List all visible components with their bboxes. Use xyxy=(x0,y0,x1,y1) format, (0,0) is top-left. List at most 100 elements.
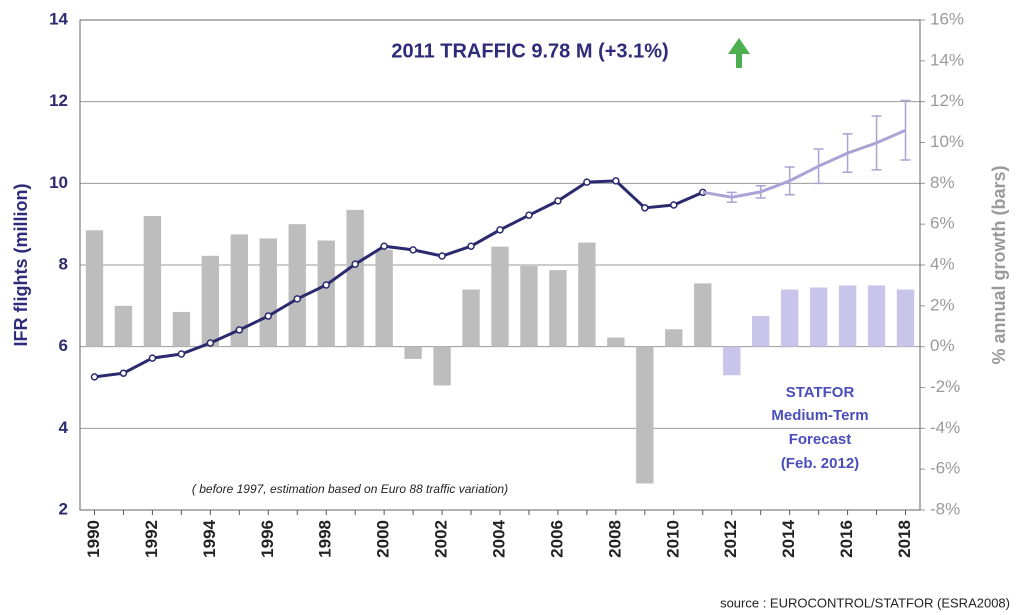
point xyxy=(409,246,417,254)
x-tick-label: 1998 xyxy=(316,520,335,558)
bar xyxy=(375,249,393,347)
point xyxy=(612,177,620,185)
x-tick-label: 1990 xyxy=(84,520,103,558)
bar xyxy=(114,305,133,347)
bar xyxy=(694,283,712,347)
y2-tick-label: -4% xyxy=(930,418,960,437)
bar xyxy=(636,346,654,484)
bar xyxy=(433,346,451,386)
bar xyxy=(867,285,886,347)
y2-tick-label: 4% xyxy=(930,254,955,273)
bar xyxy=(723,346,741,376)
point xyxy=(380,242,388,250)
y2-tick-label: 14% xyxy=(930,50,964,69)
y-tick-label: 14 xyxy=(49,9,68,28)
forecast-note: STATFOR xyxy=(786,384,855,401)
bar xyxy=(491,246,509,347)
bar xyxy=(896,289,915,347)
point xyxy=(554,197,562,205)
plot-border xyxy=(79,19,921,511)
point xyxy=(90,373,99,381)
bar xyxy=(201,255,220,347)
bar xyxy=(317,240,335,347)
bar xyxy=(288,224,306,347)
y2-axis-label: % annual growth (bars) xyxy=(989,165,1009,364)
y2-tick-label: 6% xyxy=(930,214,955,233)
bar xyxy=(578,242,596,347)
x-tick-label: 2004 xyxy=(489,519,508,557)
point xyxy=(206,339,215,347)
bar xyxy=(230,234,248,347)
line xyxy=(94,179,704,379)
bar xyxy=(607,337,625,347)
y-tick-label: 4 xyxy=(59,418,69,437)
y2-tick-label: -2% xyxy=(930,377,960,396)
point xyxy=(641,204,649,212)
chart-title: 2011 TRAFFIC 9.78 M (+3.1%) xyxy=(391,40,668,62)
point xyxy=(119,369,128,377)
x-tick-label: 2008 xyxy=(605,520,624,558)
bar xyxy=(172,311,191,347)
x-tick-label: 1992 xyxy=(142,520,161,558)
point xyxy=(177,350,186,358)
line xyxy=(702,128,907,199)
bar xyxy=(143,216,162,347)
error-bar xyxy=(900,99,911,161)
x-tick-label: 2018 xyxy=(895,520,914,558)
y-tick-label: 10 xyxy=(49,173,68,192)
x-tick-label: 2002 xyxy=(432,520,451,558)
point xyxy=(438,252,446,260)
x-tick-label: 2014 xyxy=(779,519,798,557)
forecast-note: (Feb. 2012) xyxy=(781,455,859,472)
y2-tick-label: -8% xyxy=(930,499,960,518)
point xyxy=(293,295,301,303)
x-tick-label: 2016 xyxy=(837,520,856,558)
bar xyxy=(85,230,104,347)
bar xyxy=(549,270,567,347)
x-tick-label: 2006 xyxy=(547,520,566,558)
y2-tick-label: 12% xyxy=(930,91,964,110)
bar xyxy=(838,285,857,347)
point xyxy=(264,312,273,320)
point xyxy=(496,226,504,234)
y2-tick-label: -6% xyxy=(930,459,960,478)
point xyxy=(322,281,330,289)
point xyxy=(583,178,591,186)
y2-tick-label: 2% xyxy=(930,295,955,314)
bar xyxy=(665,329,683,347)
source: source : EUROCONTROL/STATFOR (ESRA2008) xyxy=(720,595,1010,610)
y-tick-label: 12 xyxy=(49,91,68,110)
forecast-note: Forecast xyxy=(789,431,852,448)
error-bar xyxy=(813,148,824,185)
bar xyxy=(780,289,799,347)
bar xyxy=(752,316,770,347)
error-bar xyxy=(726,191,737,203)
y2-tick-label: 8% xyxy=(930,173,955,192)
error-bar xyxy=(755,185,766,199)
point xyxy=(235,326,244,334)
y2-tick-label: 16% xyxy=(930,9,964,28)
x-tick-label: 1994 xyxy=(200,519,219,557)
annotation: ( before 1997, estimation based on Euro … xyxy=(192,482,508,496)
y2-tick-label: 0% xyxy=(930,336,955,355)
error-bar xyxy=(784,166,795,196)
point xyxy=(525,211,533,219)
y-axis-label: IFR flights (million) xyxy=(11,184,31,347)
point xyxy=(148,354,157,362)
x-tick-label: 2000 xyxy=(374,520,393,558)
x-tick-label: 2010 xyxy=(663,520,682,558)
y-tick-label: 2 xyxy=(59,499,68,518)
y-tick-label: 8 xyxy=(59,254,68,273)
bar xyxy=(346,209,364,347)
error-bar xyxy=(871,115,882,171)
bar xyxy=(462,289,480,347)
x-tick-label: 2012 xyxy=(721,520,740,558)
forecast-note: Medium-Term xyxy=(771,407,868,424)
bar xyxy=(520,266,538,347)
bar xyxy=(809,287,828,347)
error-bar xyxy=(842,133,853,174)
y2-tick-label: 10% xyxy=(930,132,964,151)
up-arrow xyxy=(728,38,750,68)
bar xyxy=(404,346,422,359)
